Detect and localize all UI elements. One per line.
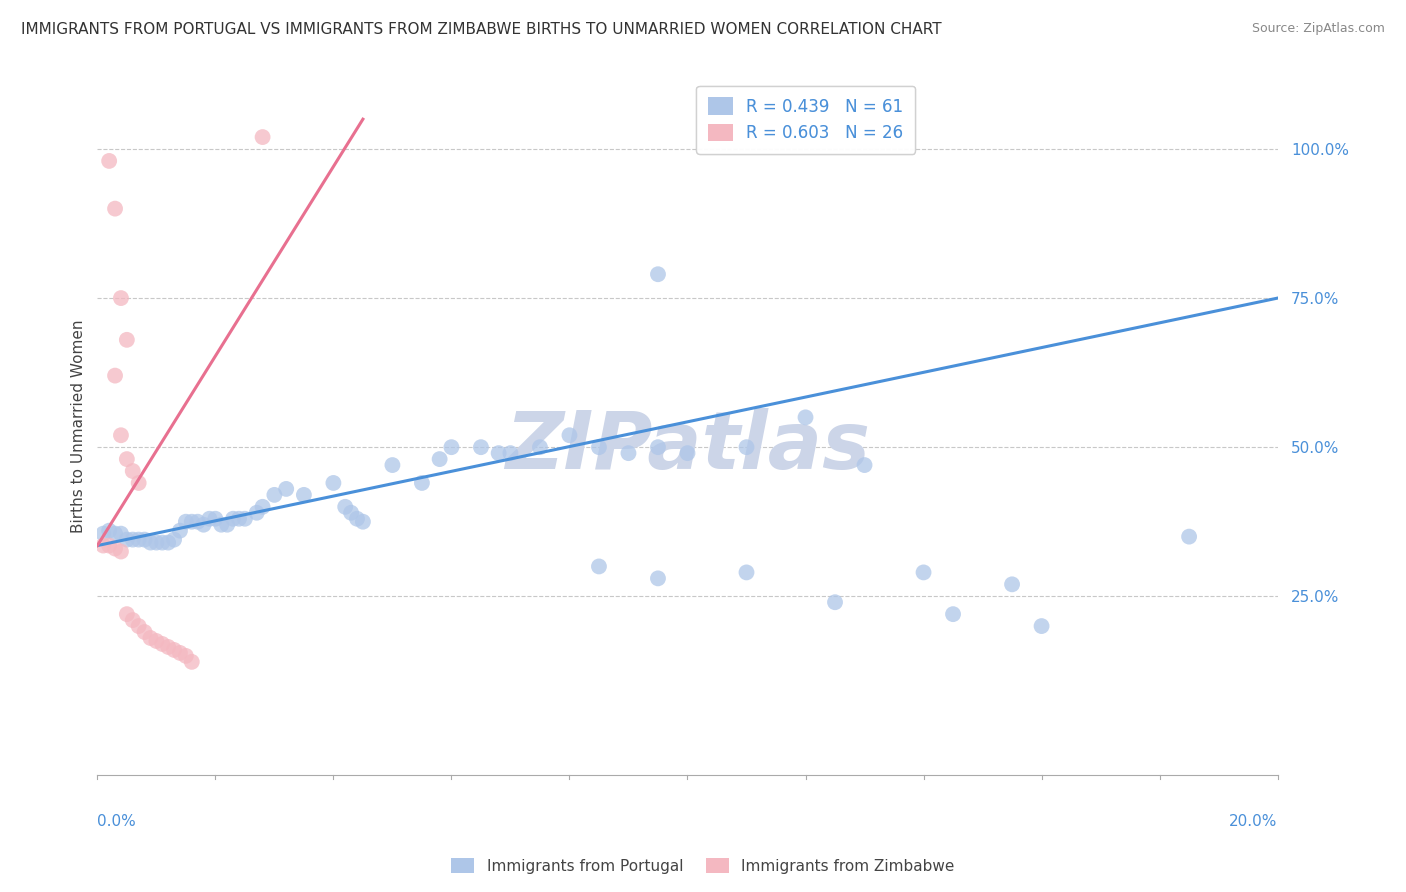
Point: [98, 524, 121, 538]
Point: [157, 535, 180, 549]
Point: [91, 539, 114, 553]
Point: [233, 512, 256, 526]
Point: [853, 458, 876, 472]
Point: [276, 482, 298, 496]
Point: [588, 559, 610, 574]
Point: [228, 512, 250, 526]
Point: [110, 526, 132, 541]
Text: ZIPatlas: ZIPatlas: [505, 409, 870, 486]
Point: [429, 452, 451, 467]
Point: [617, 446, 640, 460]
Point: [735, 440, 758, 454]
Point: [174, 515, 197, 529]
Point: [470, 440, 492, 454]
Point: [150, 535, 173, 549]
Text: Source: ZipAtlas.com: Source: ZipAtlas.com: [1251, 22, 1385, 36]
Point: [91, 526, 114, 541]
Point: [150, 637, 173, 651]
Point: [217, 517, 239, 532]
Point: [246, 506, 269, 520]
Point: [204, 512, 226, 526]
Point: [139, 535, 162, 549]
Point: [110, 291, 132, 305]
Point: [121, 613, 143, 627]
Point: [647, 571, 669, 585]
Point: [942, 607, 965, 622]
Point: [824, 595, 846, 609]
Point: [263, 488, 285, 502]
Point: [115, 533, 138, 547]
Point: [115, 333, 138, 347]
Point: [647, 267, 669, 281]
Point: [110, 544, 132, 558]
Point: [292, 488, 315, 502]
Point: [676, 446, 699, 460]
Point: [128, 533, 150, 547]
Point: [169, 646, 191, 660]
Point: [352, 515, 374, 529]
Point: [335, 500, 357, 514]
Point: [98, 153, 121, 168]
Point: [912, 566, 935, 580]
Point: [252, 500, 274, 514]
Point: [139, 631, 162, 645]
Point: [381, 458, 404, 472]
Point: [499, 446, 522, 460]
Point: [163, 643, 186, 657]
Point: [529, 440, 551, 454]
Text: 0.0%: 0.0%: [97, 814, 136, 829]
Point: [174, 648, 197, 663]
Point: [145, 535, 167, 549]
Point: [134, 533, 156, 547]
Point: [340, 506, 363, 520]
Point: [134, 625, 156, 640]
Legend: Immigrants from Portugal, Immigrants from Zimbabwe: Immigrants from Portugal, Immigrants fro…: [446, 852, 960, 880]
Point: [104, 541, 127, 556]
Point: [115, 607, 138, 622]
Point: [128, 619, 150, 633]
Legend: R = 0.439   N = 61, R = 0.603   N = 26: R = 0.439 N = 61, R = 0.603 N = 26: [696, 86, 915, 153]
Point: [121, 533, 143, 547]
Point: [346, 512, 368, 526]
Point: [558, 428, 581, 442]
Point: [735, 566, 758, 580]
Point: [647, 440, 669, 454]
Point: [104, 368, 127, 383]
Point: [193, 517, 215, 532]
Point: [794, 410, 817, 425]
Point: [1031, 619, 1053, 633]
Point: [104, 202, 127, 216]
Point: [128, 475, 150, 490]
Point: [209, 517, 232, 532]
Point: [222, 512, 245, 526]
Point: [110, 428, 132, 442]
Point: [180, 515, 202, 529]
Point: [198, 512, 221, 526]
Point: [104, 526, 127, 541]
Text: IMMIGRANTS FROM PORTUGAL VS IMMIGRANTS FROM ZIMBABWE BIRTHS TO UNMARRIED WOMEN C: IMMIGRANTS FROM PORTUGAL VS IMMIGRANTS F…: [21, 22, 942, 37]
Point: [440, 440, 463, 454]
Point: [145, 634, 167, 648]
Point: [157, 640, 180, 654]
Text: 20.0%: 20.0%: [1229, 814, 1278, 829]
Point: [252, 130, 274, 145]
Point: [187, 515, 209, 529]
Point: [1001, 577, 1024, 591]
Point: [322, 475, 344, 490]
Point: [169, 524, 191, 538]
Point: [411, 475, 433, 490]
Point: [180, 655, 202, 669]
Point: [115, 452, 138, 467]
Point: [98, 539, 121, 553]
Point: [1178, 530, 1201, 544]
Point: [488, 446, 510, 460]
Y-axis label: Births to Unmarried Women: Births to Unmarried Women: [72, 319, 86, 533]
Point: [121, 464, 143, 478]
Point: [163, 533, 186, 547]
Point: [588, 440, 610, 454]
